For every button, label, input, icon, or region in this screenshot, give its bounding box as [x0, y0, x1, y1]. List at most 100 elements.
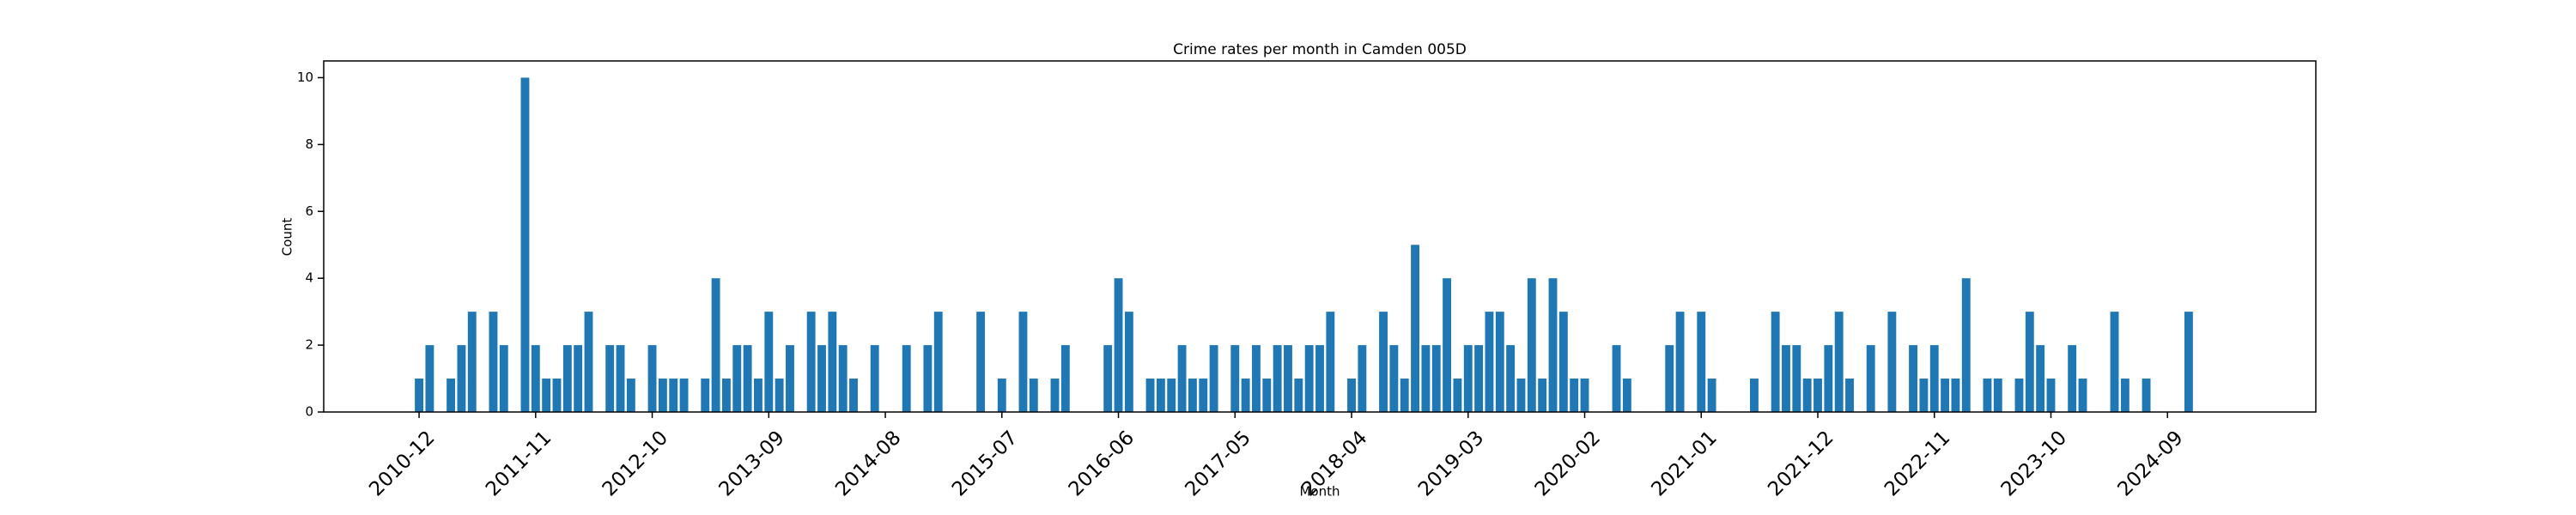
x-tick-label: 2016-06	[1065, 427, 1139, 500]
bar	[1294, 379, 1303, 412]
bar	[1993, 379, 2002, 412]
y-axis-label: Count	[280, 218, 295, 257]
bar	[722, 379, 731, 412]
bar	[2184, 312, 2193, 412]
bar	[1103, 345, 1113, 412]
bar	[562, 345, 572, 412]
bar	[1538, 379, 1547, 412]
bar	[764, 312, 774, 412]
x-tick-label: 2019-03	[1414, 427, 1488, 500]
bar	[1941, 379, 1950, 412]
bar	[1887, 312, 1897, 412]
bar	[1516, 379, 1526, 412]
bar	[838, 345, 848, 412]
bar	[817, 345, 826, 412]
bar	[1252, 345, 1261, 412]
bar	[1750, 379, 1759, 412]
bar	[1379, 312, 1388, 412]
bar	[1570, 379, 1579, 412]
bar	[1304, 345, 1314, 412]
bar	[1527, 278, 1536, 412]
bar	[1209, 345, 1218, 412]
bar	[1124, 312, 1133, 412]
bar	[786, 345, 794, 412]
bar	[1273, 345, 1282, 412]
bar	[669, 379, 678, 412]
x-tick-label: 2014-08	[831, 427, 905, 500]
bar	[1167, 379, 1176, 412]
bar	[1241, 379, 1250, 412]
bar	[542, 379, 551, 412]
bar	[1421, 345, 1431, 412]
bar	[1443, 278, 1452, 412]
bar	[520, 77, 530, 412]
bar	[2014, 379, 2024, 412]
bar	[489, 312, 498, 412]
x-tick-label: 2015-07	[948, 427, 1022, 500]
bar	[1156, 379, 1165, 412]
bar	[1707, 379, 1716, 412]
bar	[828, 312, 837, 412]
bar	[1665, 345, 1674, 412]
bar	[1548, 278, 1558, 412]
bar	[531, 345, 540, 412]
bar	[605, 345, 615, 412]
bar	[1347, 379, 1356, 412]
bar	[1782, 345, 1790, 412]
y-tick-label: 8	[305, 136, 313, 152]
x-tick-label: 2011-11	[482, 427, 556, 500]
bar	[647, 345, 657, 412]
x-tick-label: 2024-09	[2113, 427, 2187, 500]
bar	[1495, 312, 1504, 412]
bar	[1018, 312, 1028, 412]
y-tick-label: 6	[305, 203, 313, 219]
x-tick-label: 2017-05	[1181, 427, 1255, 500]
bar	[1919, 379, 1929, 412]
bar	[1845, 379, 1854, 412]
bar	[1411, 245, 1419, 412]
bar	[425, 345, 434, 412]
bar	[616, 345, 625, 412]
bar	[2078, 379, 2087, 412]
bar	[1029, 379, 1038, 412]
bar	[1230, 345, 1240, 412]
bar	[1145, 379, 1155, 412]
plot-frame	[323, 60, 2317, 413]
bar	[701, 379, 710, 412]
bar	[1060, 345, 1070, 412]
y-tick-label: 0	[305, 404, 313, 420]
bar	[2046, 379, 2056, 412]
bar	[1961, 278, 1971, 412]
bar	[1929, 345, 1939, 412]
bar	[1199, 379, 1208, 412]
bar	[574, 345, 583, 412]
bar	[1262, 379, 1272, 412]
bar	[1463, 345, 1473, 412]
bar	[584, 312, 593, 412]
bar	[2068, 345, 2077, 412]
x-tick-label: 2021-01	[1647, 427, 1721, 500]
x-tick-label: 2013-09	[715, 427, 789, 500]
bar	[447, 379, 456, 412]
bar	[806, 312, 816, 412]
bar	[976, 312, 986, 412]
bar	[2036, 345, 2045, 412]
bar	[902, 345, 911, 412]
y-tick-label: 4	[305, 270, 313, 286]
x-tick-label: 2010-12	[365, 427, 439, 500]
y-tick-label: 2	[305, 337, 313, 353]
bar	[2110, 312, 2119, 412]
chart-title: Crime rates per month in Camden 005D	[1173, 41, 1467, 58]
bar	[1771, 312, 1780, 412]
bar	[2025, 312, 2034, 412]
bar	[1050, 379, 1060, 412]
bar	[415, 379, 423, 412]
bar	[1188, 379, 1197, 412]
bar	[552, 379, 562, 412]
bar	[1326, 312, 1335, 412]
bar	[1622, 379, 1631, 412]
bar	[679, 379, 689, 412]
bar	[1951, 379, 1960, 412]
y-tick-label: 10	[297, 70, 313, 85]
